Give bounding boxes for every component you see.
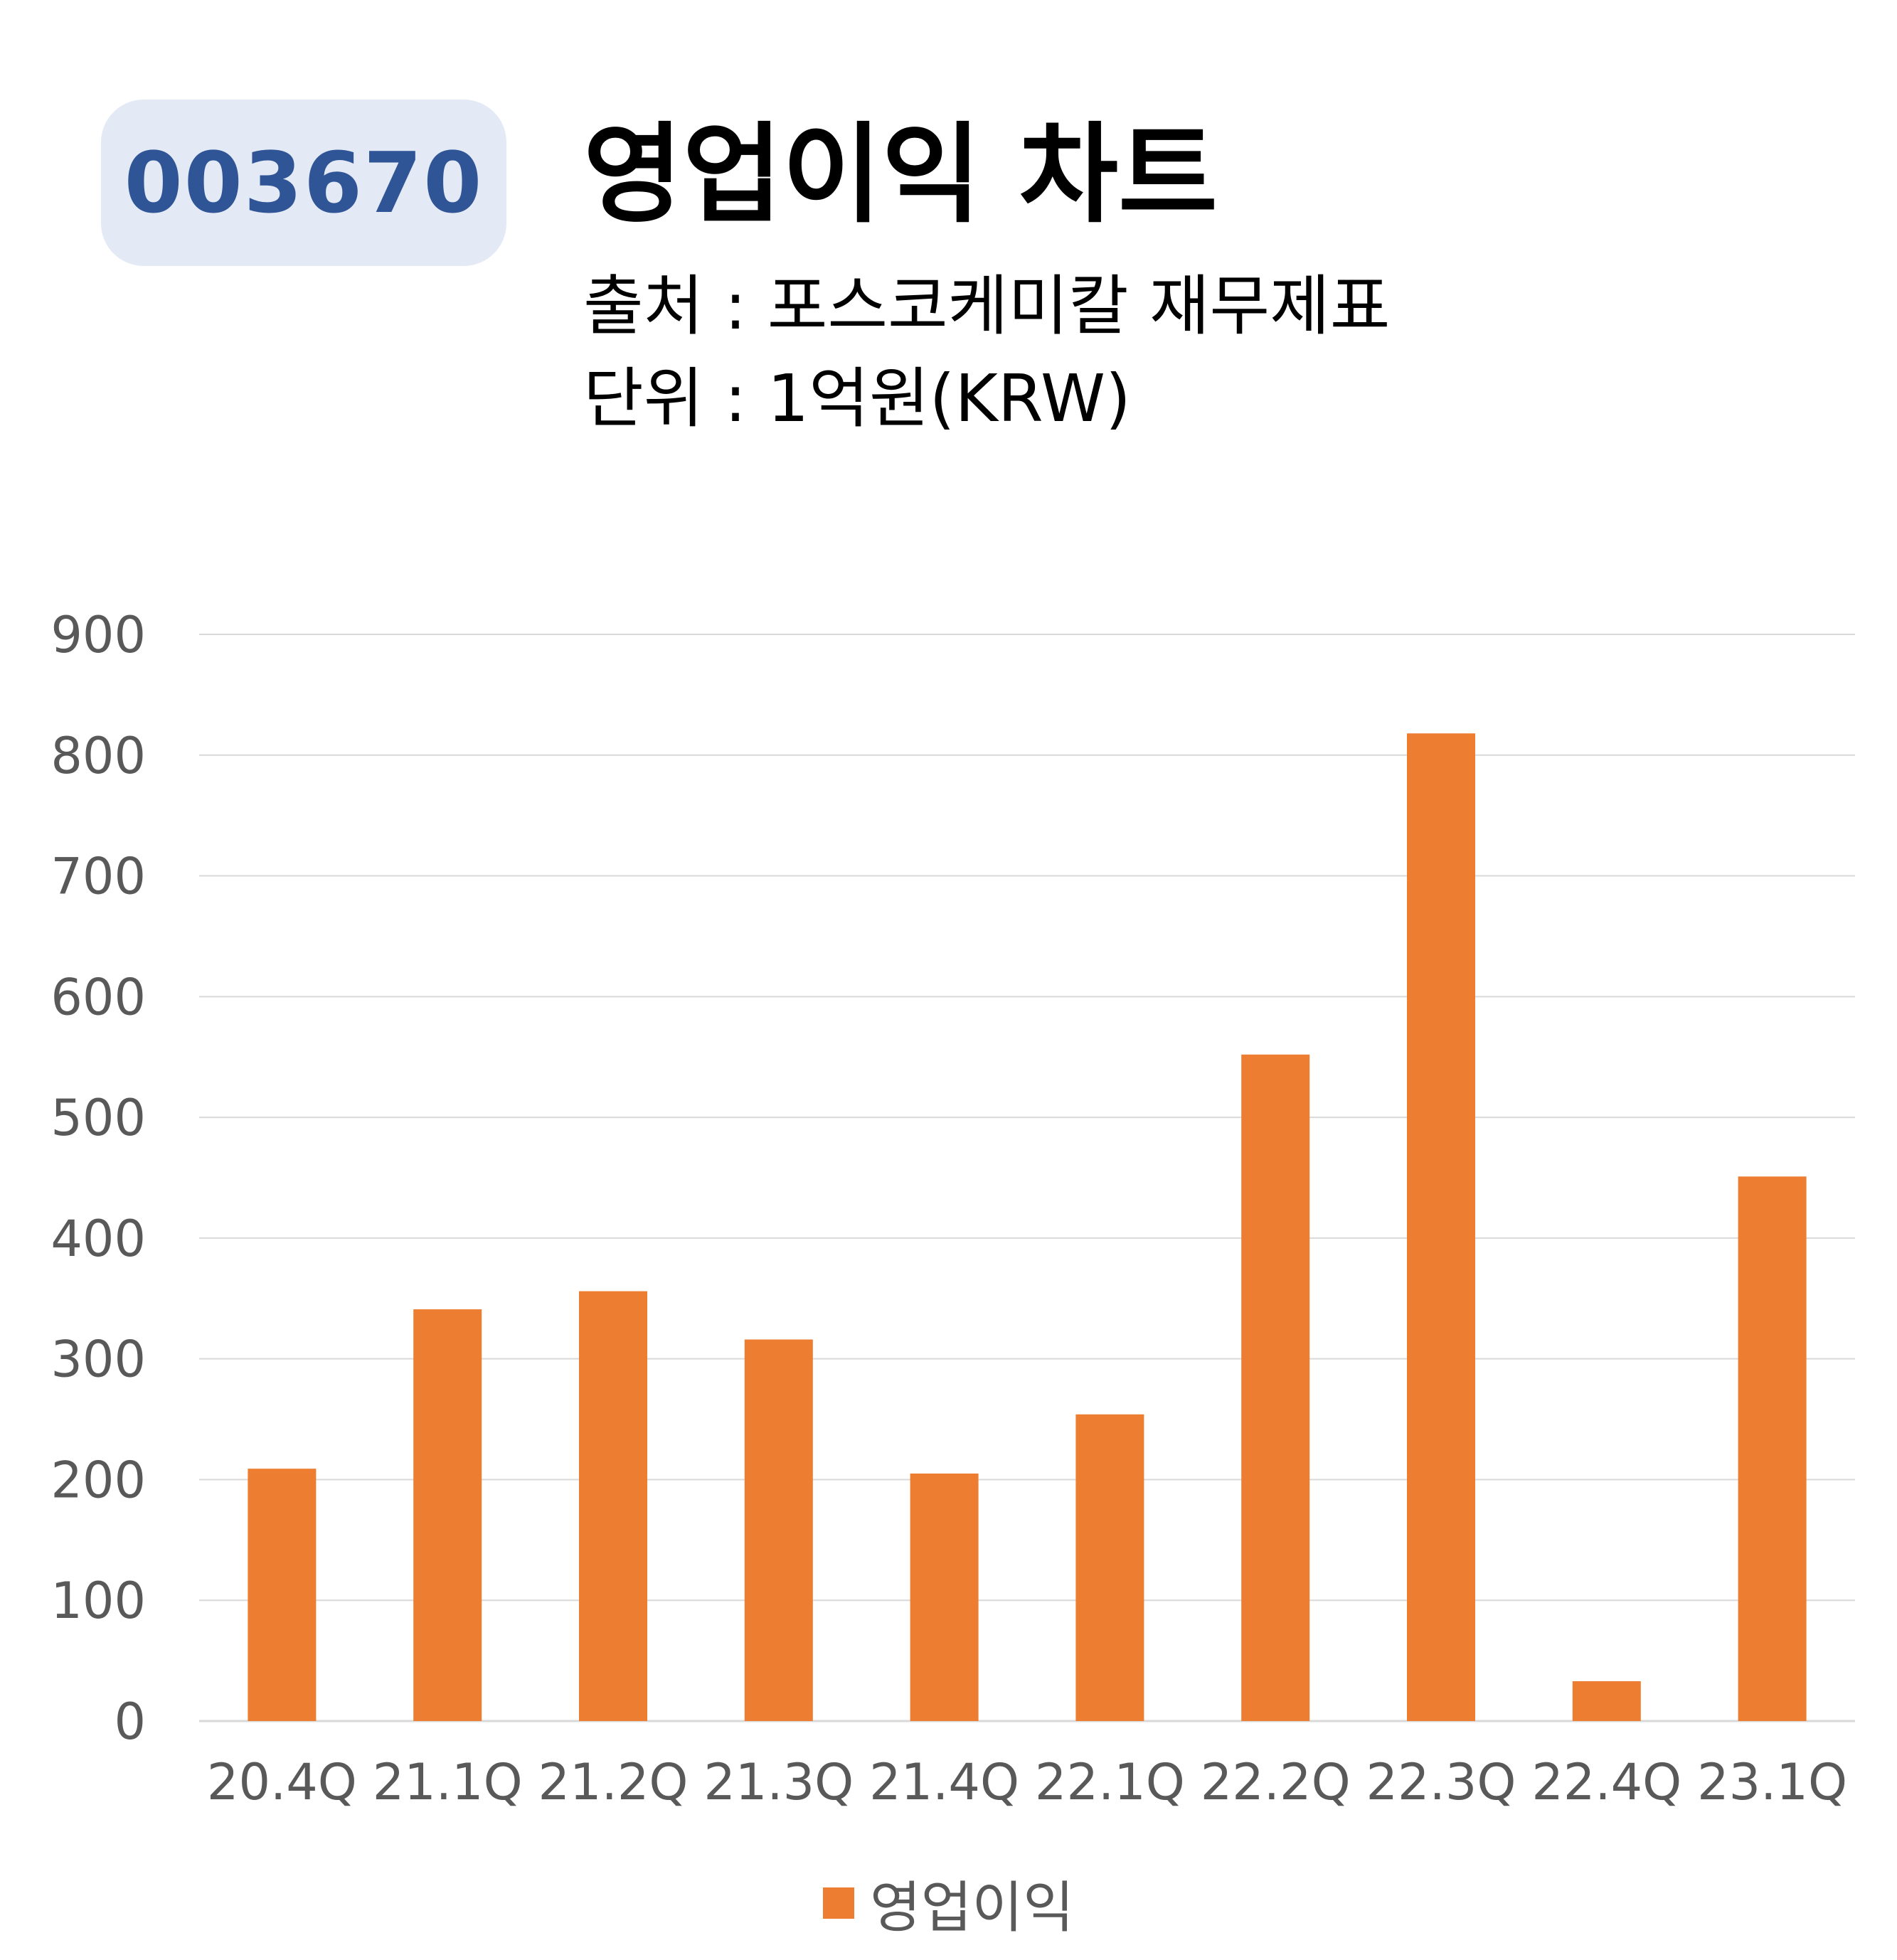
x-tick-label: 23.1Q bbox=[1697, 1753, 1847, 1811]
bars bbox=[248, 733, 1807, 1721]
y-tick-label: 800 bbox=[51, 727, 146, 785]
bar-23.1Q bbox=[1738, 1176, 1807, 1721]
source-note: 출처 : 포스코케미칼 재무제표 bbox=[583, 268, 1391, 344]
legend-label: 영업이익 bbox=[869, 1876, 1075, 1940]
y-tick-label: 700 bbox=[51, 848, 146, 906]
bar-21.4Q bbox=[910, 1473, 979, 1721]
x-tick-label: 21.2Q bbox=[538, 1753, 689, 1811]
bar-21.3Q bbox=[744, 1339, 813, 1721]
y-tick-label: 200 bbox=[51, 1451, 146, 1509]
y-tick-label: 400 bbox=[51, 1210, 146, 1268]
bar-21.2Q bbox=[579, 1291, 647, 1721]
bar-22.1Q bbox=[1075, 1414, 1144, 1721]
x-tick-label: 22.2Q bbox=[1201, 1753, 1351, 1811]
y-tick-label: 600 bbox=[51, 968, 146, 1026]
y-tick-label: 900 bbox=[51, 606, 146, 664]
x-tick-label: 22.1Q bbox=[1035, 1753, 1185, 1811]
x-tick-label: 22.4Q bbox=[1531, 1753, 1681, 1811]
bar-22.3Q bbox=[1407, 733, 1475, 1721]
unit-note: 단위 : 1억원(KRW) bbox=[583, 361, 1131, 437]
x-tick-label: 20.4Q bbox=[207, 1753, 357, 1811]
y-tick-label: 500 bbox=[51, 1089, 146, 1147]
x-tick-label: 21.4Q bbox=[869, 1753, 1019, 1811]
y-axis-ticks: 0 100 200 300 400 500 600 700 800 900 bbox=[51, 606, 146, 1751]
bar-22.4Q bbox=[1572, 1681, 1641, 1721]
y-tick-label: 100 bbox=[51, 1572, 146, 1630]
bar-22.2Q bbox=[1241, 1054, 1310, 1721]
chart-title: 영업이익 차트 bbox=[583, 112, 1218, 238]
y-tick-label: 300 bbox=[51, 1331, 146, 1389]
bar-21.1Q bbox=[413, 1309, 482, 1721]
x-tick-label: 21.3Q bbox=[703, 1753, 854, 1811]
x-axis-ticks: 20.4Q 21.1Q 21.2Q 21.3Q 21.4Q 22.1Q 22.2Q 22.3Q… bbox=[207, 1753, 1847, 1811]
bar-20.4Q bbox=[248, 1469, 317, 1721]
stock-code: 003670 bbox=[124, 134, 484, 232]
stock-code-badge: 003670 bbox=[101, 100, 506, 266]
x-tick-label: 22.3Q bbox=[1366, 1753, 1516, 1811]
y-tick-label: 0 bbox=[114, 1693, 146, 1751]
x-tick-label: 21.1Q bbox=[373, 1753, 523, 1811]
legend-swatch bbox=[822, 1887, 854, 1919]
legend: 영업이익 bbox=[0, 1863, 1897, 1943]
